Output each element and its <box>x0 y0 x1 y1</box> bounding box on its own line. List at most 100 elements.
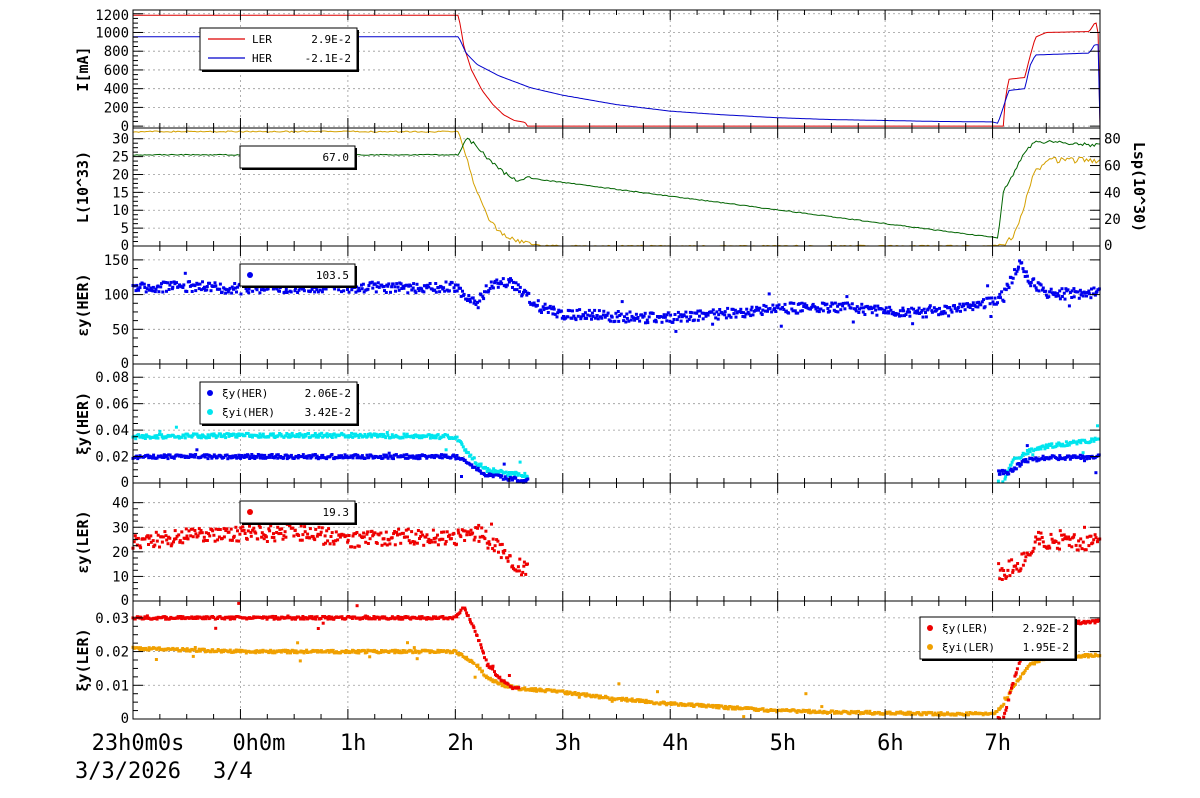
data-point <box>471 457 475 461</box>
data-point <box>1000 704 1004 708</box>
data-point <box>1066 288 1070 292</box>
data-point <box>183 436 187 440</box>
y-tick-label: 15 <box>112 185 129 201</box>
data-point <box>1010 683 1014 687</box>
data-point <box>976 711 980 715</box>
data-point <box>492 473 496 477</box>
data-point <box>180 530 184 534</box>
data-point <box>1000 468 1004 472</box>
data-point <box>216 538 220 542</box>
data-point <box>235 435 239 439</box>
data-point <box>264 435 267 439</box>
data-point <box>773 307 776 311</box>
data-point <box>1029 284 1033 288</box>
data-point <box>789 301 793 305</box>
data-point <box>510 476 514 480</box>
data-point <box>847 303 851 307</box>
data-point <box>1043 445 1047 449</box>
data-point <box>1018 659 1022 663</box>
data-point <box>1055 442 1059 446</box>
data-point <box>202 535 206 539</box>
data-point <box>576 691 580 695</box>
data-point <box>175 647 179 651</box>
data-point <box>645 318 649 322</box>
data-point <box>575 308 579 312</box>
data-point <box>143 537 147 541</box>
data-point <box>732 705 736 709</box>
data-point <box>313 615 317 619</box>
data-point <box>711 322 715 326</box>
data-point <box>1061 456 1065 460</box>
data-point <box>382 433 386 437</box>
data-point <box>455 542 458 546</box>
data-point <box>403 535 407 539</box>
data-point <box>888 710 892 714</box>
data-point <box>706 311 710 315</box>
data-point <box>164 617 168 621</box>
y-tick-label: 20 <box>112 167 129 183</box>
data-point <box>1072 535 1076 539</box>
data-point <box>206 649 210 653</box>
data-point <box>202 647 206 651</box>
data-point <box>768 307 772 310</box>
data-point <box>870 307 874 311</box>
data-point <box>303 455 307 459</box>
data-point <box>416 529 420 532</box>
data-point <box>208 534 212 538</box>
data-point <box>383 615 387 619</box>
data-point <box>645 701 649 705</box>
data-point <box>465 533 469 537</box>
data-point <box>265 540 269 543</box>
data-point <box>476 306 480 310</box>
data-point <box>205 288 209 292</box>
data-point <box>434 536 438 540</box>
data-point <box>317 525 321 529</box>
data-point <box>258 525 262 529</box>
data-point <box>371 286 375 290</box>
data-point <box>937 313 941 317</box>
data-point <box>610 699 614 703</box>
data-point <box>152 453 156 457</box>
data-point <box>478 535 482 539</box>
data-point <box>993 296 997 300</box>
date-label-next: 3/4 <box>213 759 253 784</box>
data-point <box>1024 270 1028 274</box>
legend-label: HER <box>252 52 272 65</box>
data-point <box>204 531 208 535</box>
data-point <box>158 433 161 436</box>
data-point <box>511 280 515 284</box>
data-point <box>1036 281 1040 285</box>
data-point <box>220 290 224 294</box>
data-point <box>851 320 855 324</box>
x-tick-label: 4h <box>662 731 689 756</box>
data-point <box>935 307 939 311</box>
data-point <box>138 648 142 652</box>
data-point <box>313 453 317 456</box>
data-point <box>1089 296 1093 300</box>
data-point <box>481 649 485 653</box>
data-point <box>960 305 964 309</box>
data-point <box>901 306 905 310</box>
data-point <box>301 615 305 618</box>
data-point <box>251 528 255 532</box>
data-point <box>410 530 414 534</box>
data-point <box>360 283 363 287</box>
data-point <box>367 456 371 460</box>
data-point <box>248 455 252 459</box>
y2-tick-label: 20 <box>1104 212 1121 228</box>
data-point <box>1004 576 1008 580</box>
data-point <box>346 540 350 544</box>
data-point <box>800 309 804 313</box>
data-point <box>164 281 168 284</box>
data-point <box>394 289 397 293</box>
data-point <box>294 286 297 290</box>
data-point <box>151 289 155 293</box>
data-point <box>170 616 174 620</box>
data-point <box>863 313 867 316</box>
data-point <box>1082 456 1085 460</box>
data-point <box>742 311 745 315</box>
data-point <box>313 290 317 294</box>
data-point <box>271 614 275 618</box>
data-point <box>625 316 629 320</box>
